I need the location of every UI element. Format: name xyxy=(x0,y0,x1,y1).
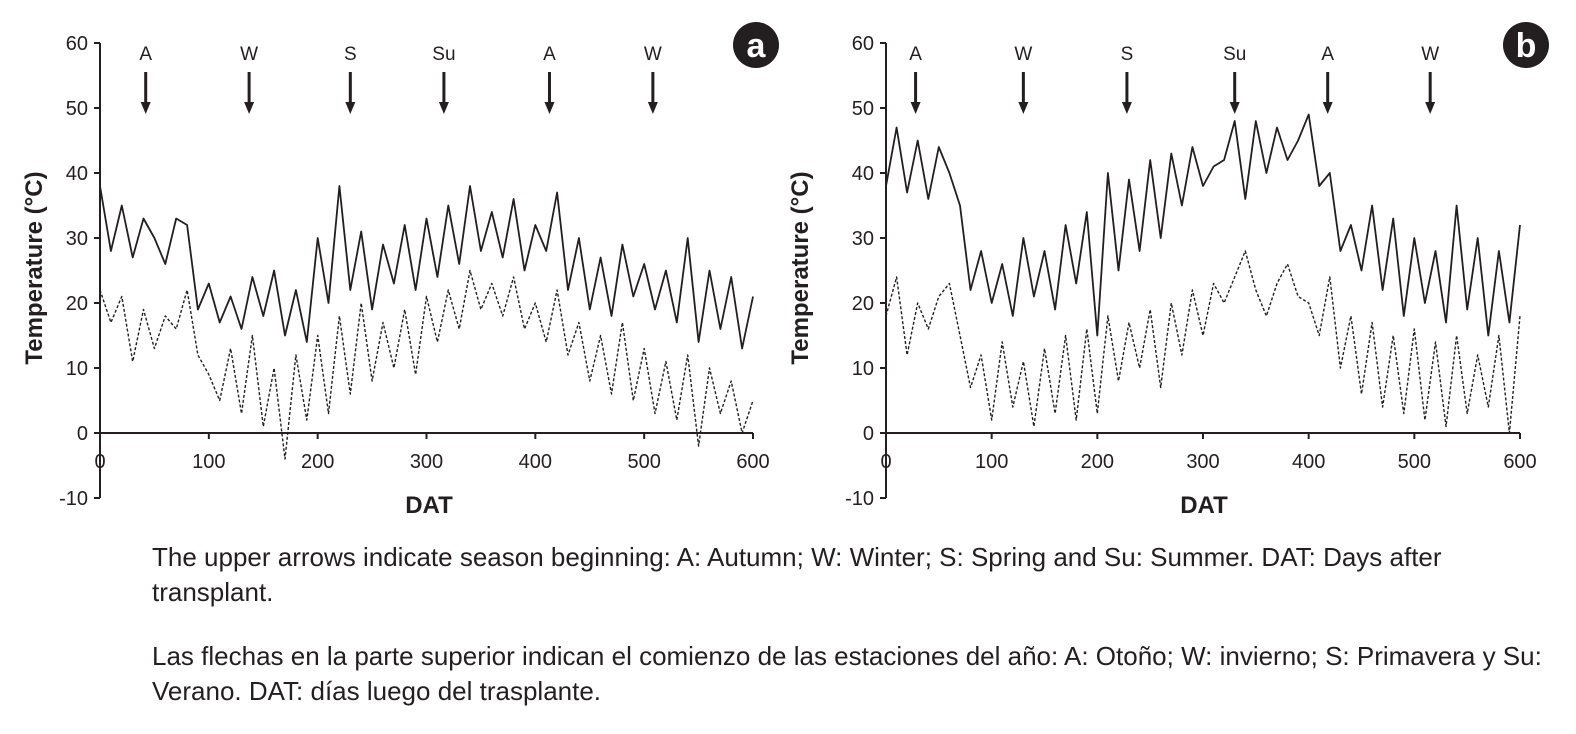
panel-a-season-arrow-head xyxy=(647,102,658,114)
panel-b-solid-series-line xyxy=(885,113,1521,337)
panel-a-badge-label: a xyxy=(747,27,767,65)
panel-a-x-tick-label: 100 xyxy=(192,451,225,473)
panel-b-series xyxy=(885,113,1521,434)
panel-b-y-tick-label: 50 xyxy=(852,98,874,120)
panel-a-season-label: Su xyxy=(432,44,455,65)
panel-a-x-axis-title: DAT xyxy=(405,492,453,519)
panel-a-y-axis-title: Temperature (°C) xyxy=(21,171,48,364)
panel-b-x-tick-label: 400 xyxy=(1292,451,1325,473)
panel-b-plot: -10 0 10 20 30 40 50 60 0 100 200 300 400 500 600 A W S… xyxy=(845,33,1537,510)
panel-a-y-tick-label: 20 xyxy=(66,293,88,315)
panel-a-x-tick-label: 0 xyxy=(94,451,105,473)
panel-b-season-arrow-head xyxy=(1425,102,1436,114)
panel-b-season-label: Su xyxy=(1223,44,1246,65)
panel-b-y-tick-label: 60 xyxy=(852,33,874,55)
panel-a-season-label: W xyxy=(644,44,662,65)
panel-a-season-arrow-head xyxy=(345,102,356,114)
panel-a-season-arrow-head xyxy=(544,102,555,114)
panel-a-y-tick-label: 30 xyxy=(66,228,88,250)
panel-a-season-label: W xyxy=(240,44,258,65)
panel-a-y-axis: -10 0 10 20 30 40 50 60 xyxy=(59,33,101,510)
panel-b-x-tick-label: 500 xyxy=(1398,451,1431,473)
panel-b-chart: -10 0 10 20 30 40 50 60 0 100 200 300 400 500 600 A W S… xyxy=(787,22,1549,519)
panel-a-y-tick-label: 60 xyxy=(66,33,88,55)
caption-english: The upper arrows indicate season beginni… xyxy=(152,542,1442,607)
caption-spanish: Las flechas en la parte superior indican… xyxy=(152,641,1542,706)
panel-b-season-label: W xyxy=(1421,44,1439,65)
panel-b-season-arrow-head xyxy=(910,102,921,114)
panel-a-season-markers: A W S Su A W xyxy=(139,44,662,114)
panel-a-y-tick-label: 40 xyxy=(66,163,88,185)
panel-a-season-label: A xyxy=(139,44,152,65)
panel-b-dashed-series-line xyxy=(885,250,1521,434)
panel-b-x-tick-label: 100 xyxy=(975,451,1008,473)
panel-a-chart: -10 0 10 20 30 40 50 60 0 100 200 300 400 500 600 A W S… xyxy=(21,22,779,519)
panel-b-y-tick-label: 0 xyxy=(863,423,874,445)
panel-a-season-arrow-head xyxy=(438,102,449,114)
panel-a-x-tick-label: 500 xyxy=(627,451,660,473)
panel-b-badge xyxy=(1503,22,1549,68)
panel-b-season-label: S xyxy=(1121,44,1134,65)
panel-b-y-tick-label: 10 xyxy=(852,358,874,380)
panel-b-season-arrow-head xyxy=(1018,102,1029,114)
panel-b-y-axis: -10 0 10 20 30 40 50 60 xyxy=(845,33,887,510)
panel-b-season-markers: A W S Su A W xyxy=(909,44,1439,114)
panel-a-badge xyxy=(733,22,779,68)
panel-b-season-arrow-head xyxy=(1229,102,1240,114)
panel-a-plot: -10 0 10 20 30 40 50 60 0 100 200 300 400 500 600 A W S… xyxy=(59,33,770,510)
panel-b-season-arrow-head xyxy=(1121,102,1132,114)
panel-a-dashed-series-line xyxy=(99,269,754,460)
panel-b-x-tick-label: 200 xyxy=(1081,451,1114,473)
panel-b-x-tick-label: 300 xyxy=(1186,451,1219,473)
panel-b-x-axis-title: DAT xyxy=(1180,492,1228,519)
panel-b-season-label: W xyxy=(1014,44,1032,65)
panel-b-y-tick-label: -10 xyxy=(845,488,874,510)
panel-b-y-tick-label: 40 xyxy=(852,163,874,185)
panel-a-x-tick-label: 200 xyxy=(301,451,334,473)
panel-a-x-tick-label: 400 xyxy=(519,451,552,473)
panel-b-x-axis: 0 100 200 300 400 500 600 xyxy=(880,432,1537,473)
panel-b-season-arrow-head xyxy=(1322,102,1333,114)
panel-a-x-tick-label: 600 xyxy=(736,451,769,473)
panel-a-y-tick-label: -10 xyxy=(59,488,88,510)
panel-b-season-label: A xyxy=(1321,44,1334,65)
panel-a-season-label: S xyxy=(344,44,357,65)
panel-a-y-tick-label: 50 xyxy=(66,98,88,120)
panel-b-y-axis-title: Temperature (°C) xyxy=(787,171,814,364)
panel-b-x-tick-label: 0 xyxy=(880,451,891,473)
panel-a-season-arrow-head xyxy=(140,102,151,114)
panel-b-badge-label: b xyxy=(1516,27,1537,65)
panel-a-series xyxy=(99,185,754,460)
panel-a-season-arrow-head xyxy=(244,102,255,114)
panel-b-season-label: A xyxy=(909,44,922,65)
panel-b-y-tick-label: 20 xyxy=(852,293,874,315)
panel-a-season-label: A xyxy=(543,44,556,65)
panel-a-y-tick-label: 10 xyxy=(66,358,88,380)
panel-a-x-axis: 0 100 200 300 400 500 600 xyxy=(94,432,770,473)
panel-b-y-tick-label: 30 xyxy=(852,228,874,250)
panel-a-x-tick-label: 300 xyxy=(410,451,443,473)
panel-a-y-tick-label: 0 xyxy=(77,423,88,445)
panel-a-solid-series-line xyxy=(99,185,754,350)
panel-b-x-tick-label: 600 xyxy=(1503,451,1536,473)
